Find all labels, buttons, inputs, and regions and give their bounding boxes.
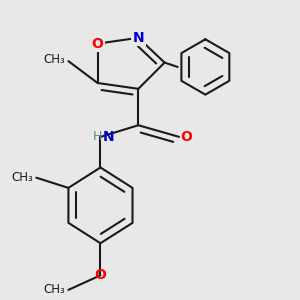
- Text: CH₃: CH₃: [44, 53, 65, 66]
- Text: O: O: [94, 268, 106, 282]
- Text: O: O: [92, 37, 104, 51]
- Text: CH₃: CH₃: [44, 284, 65, 296]
- Text: N: N: [133, 31, 144, 45]
- Text: O: O: [181, 130, 192, 144]
- Text: N: N: [103, 130, 114, 144]
- Text: H: H: [92, 130, 102, 143]
- Text: CH₃: CH₃: [12, 171, 33, 184]
